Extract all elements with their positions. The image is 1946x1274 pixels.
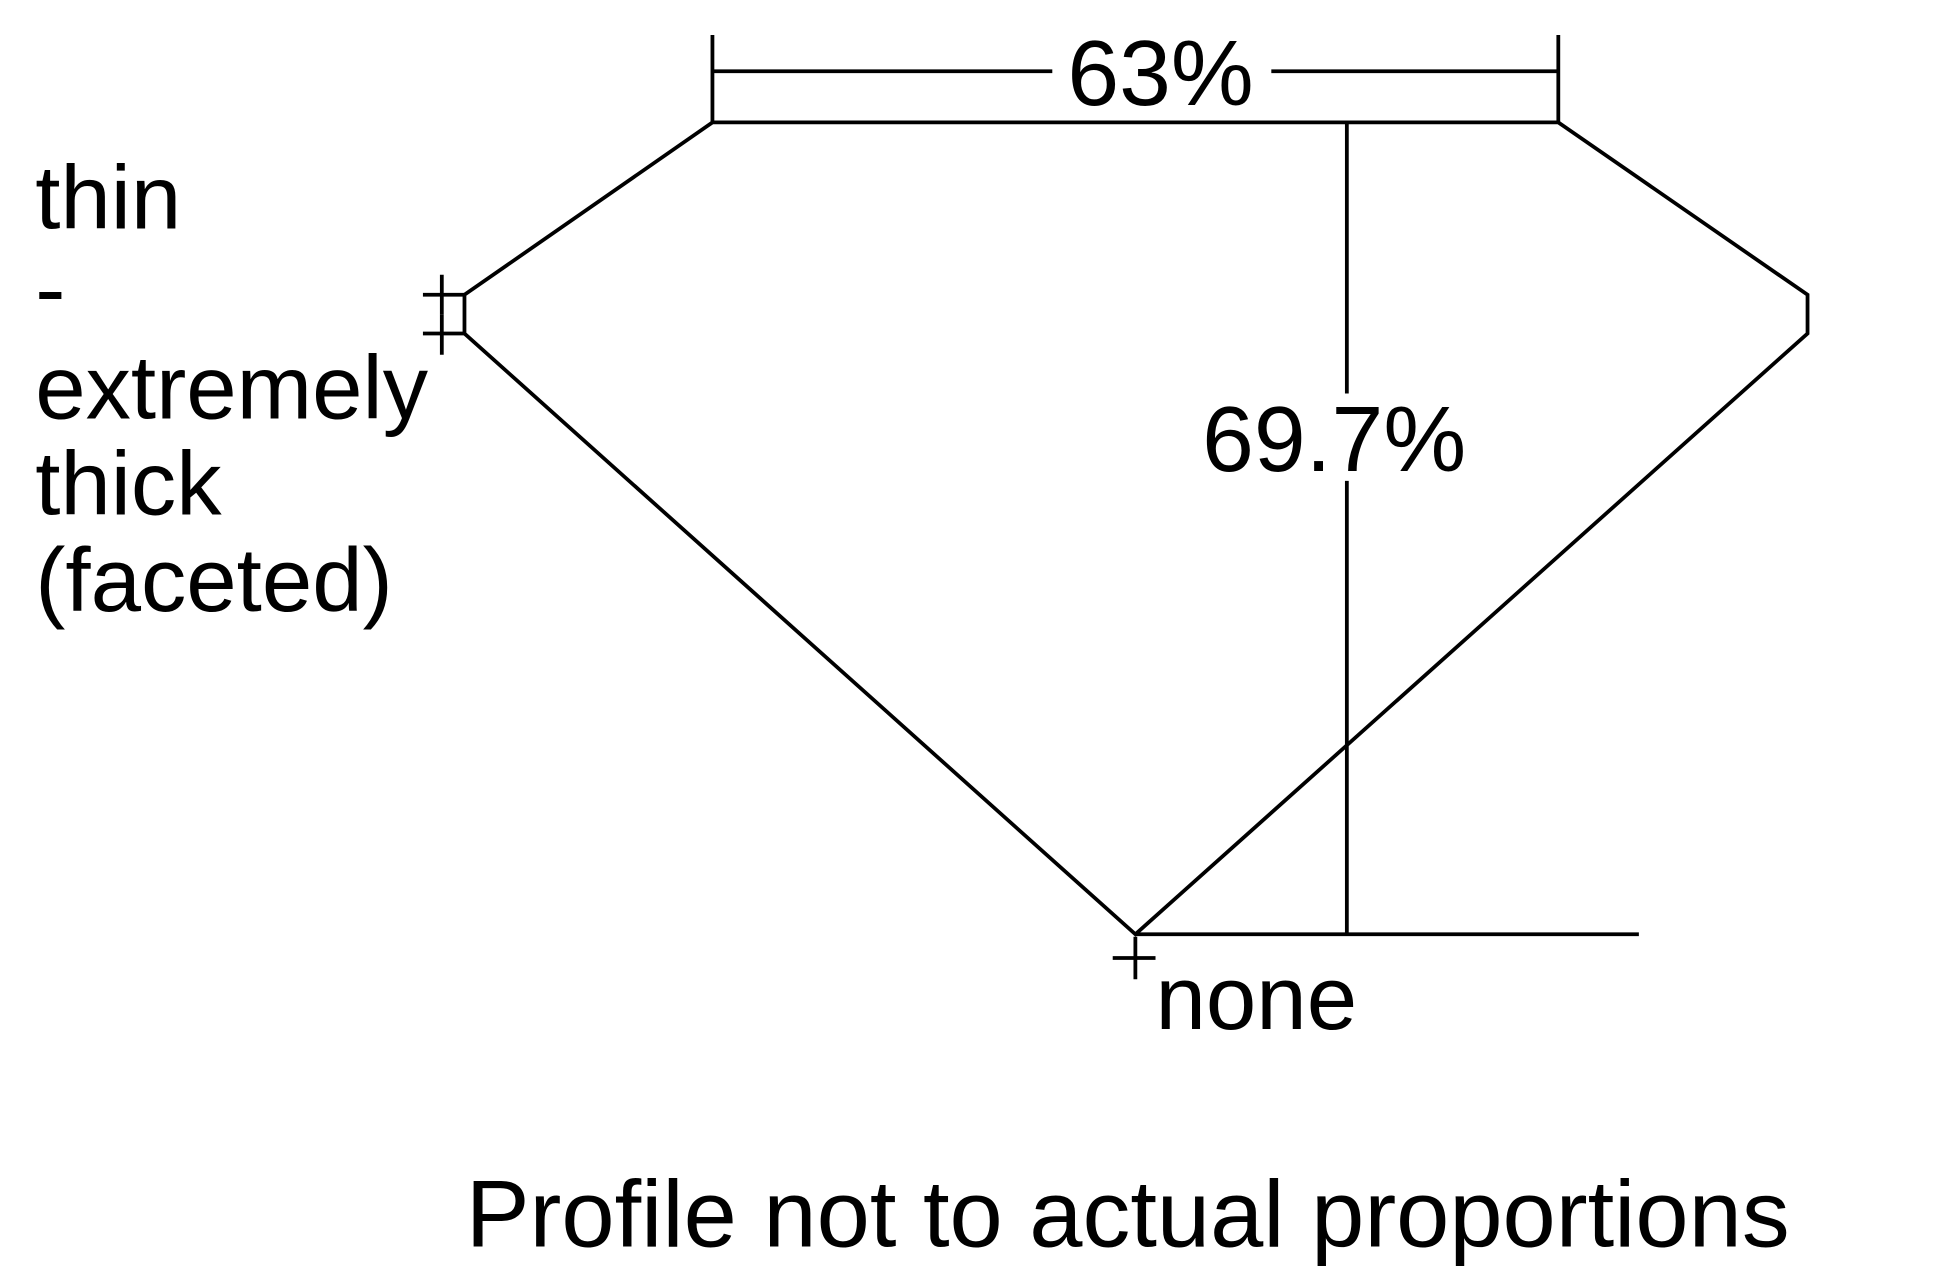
girdle-label: thin - extremely thick (faceted) [35, 148, 428, 631]
girdle-label-line: thin [35, 148, 181, 249]
gem-outline [462, 120, 1810, 937]
girdle-top-cross [422, 274, 465, 315]
girdle-markers [422, 274, 1156, 980]
depth-dimension: 69.7% [1135, 122, 1639, 937]
proportions-note: Profile not to actual proportions [466, 1162, 1790, 1268]
culet-label: none [1156, 949, 1358, 1050]
girdle-label-line: extremely [35, 338, 428, 439]
table-dimension: 63% [710, 21, 1561, 125]
girdle-bottom-cross [422, 314, 465, 355]
girdle-label-line: thick [35, 434, 222, 535]
culet-cross [1112, 936, 1156, 980]
girdle-label-line: - [35, 239, 65, 340]
depth-percent-label: 69.7% [1202, 387, 1466, 491]
table-percent-label: 63% [1067, 21, 1253, 125]
girdle-label-line: (faceted) [35, 530, 393, 631]
